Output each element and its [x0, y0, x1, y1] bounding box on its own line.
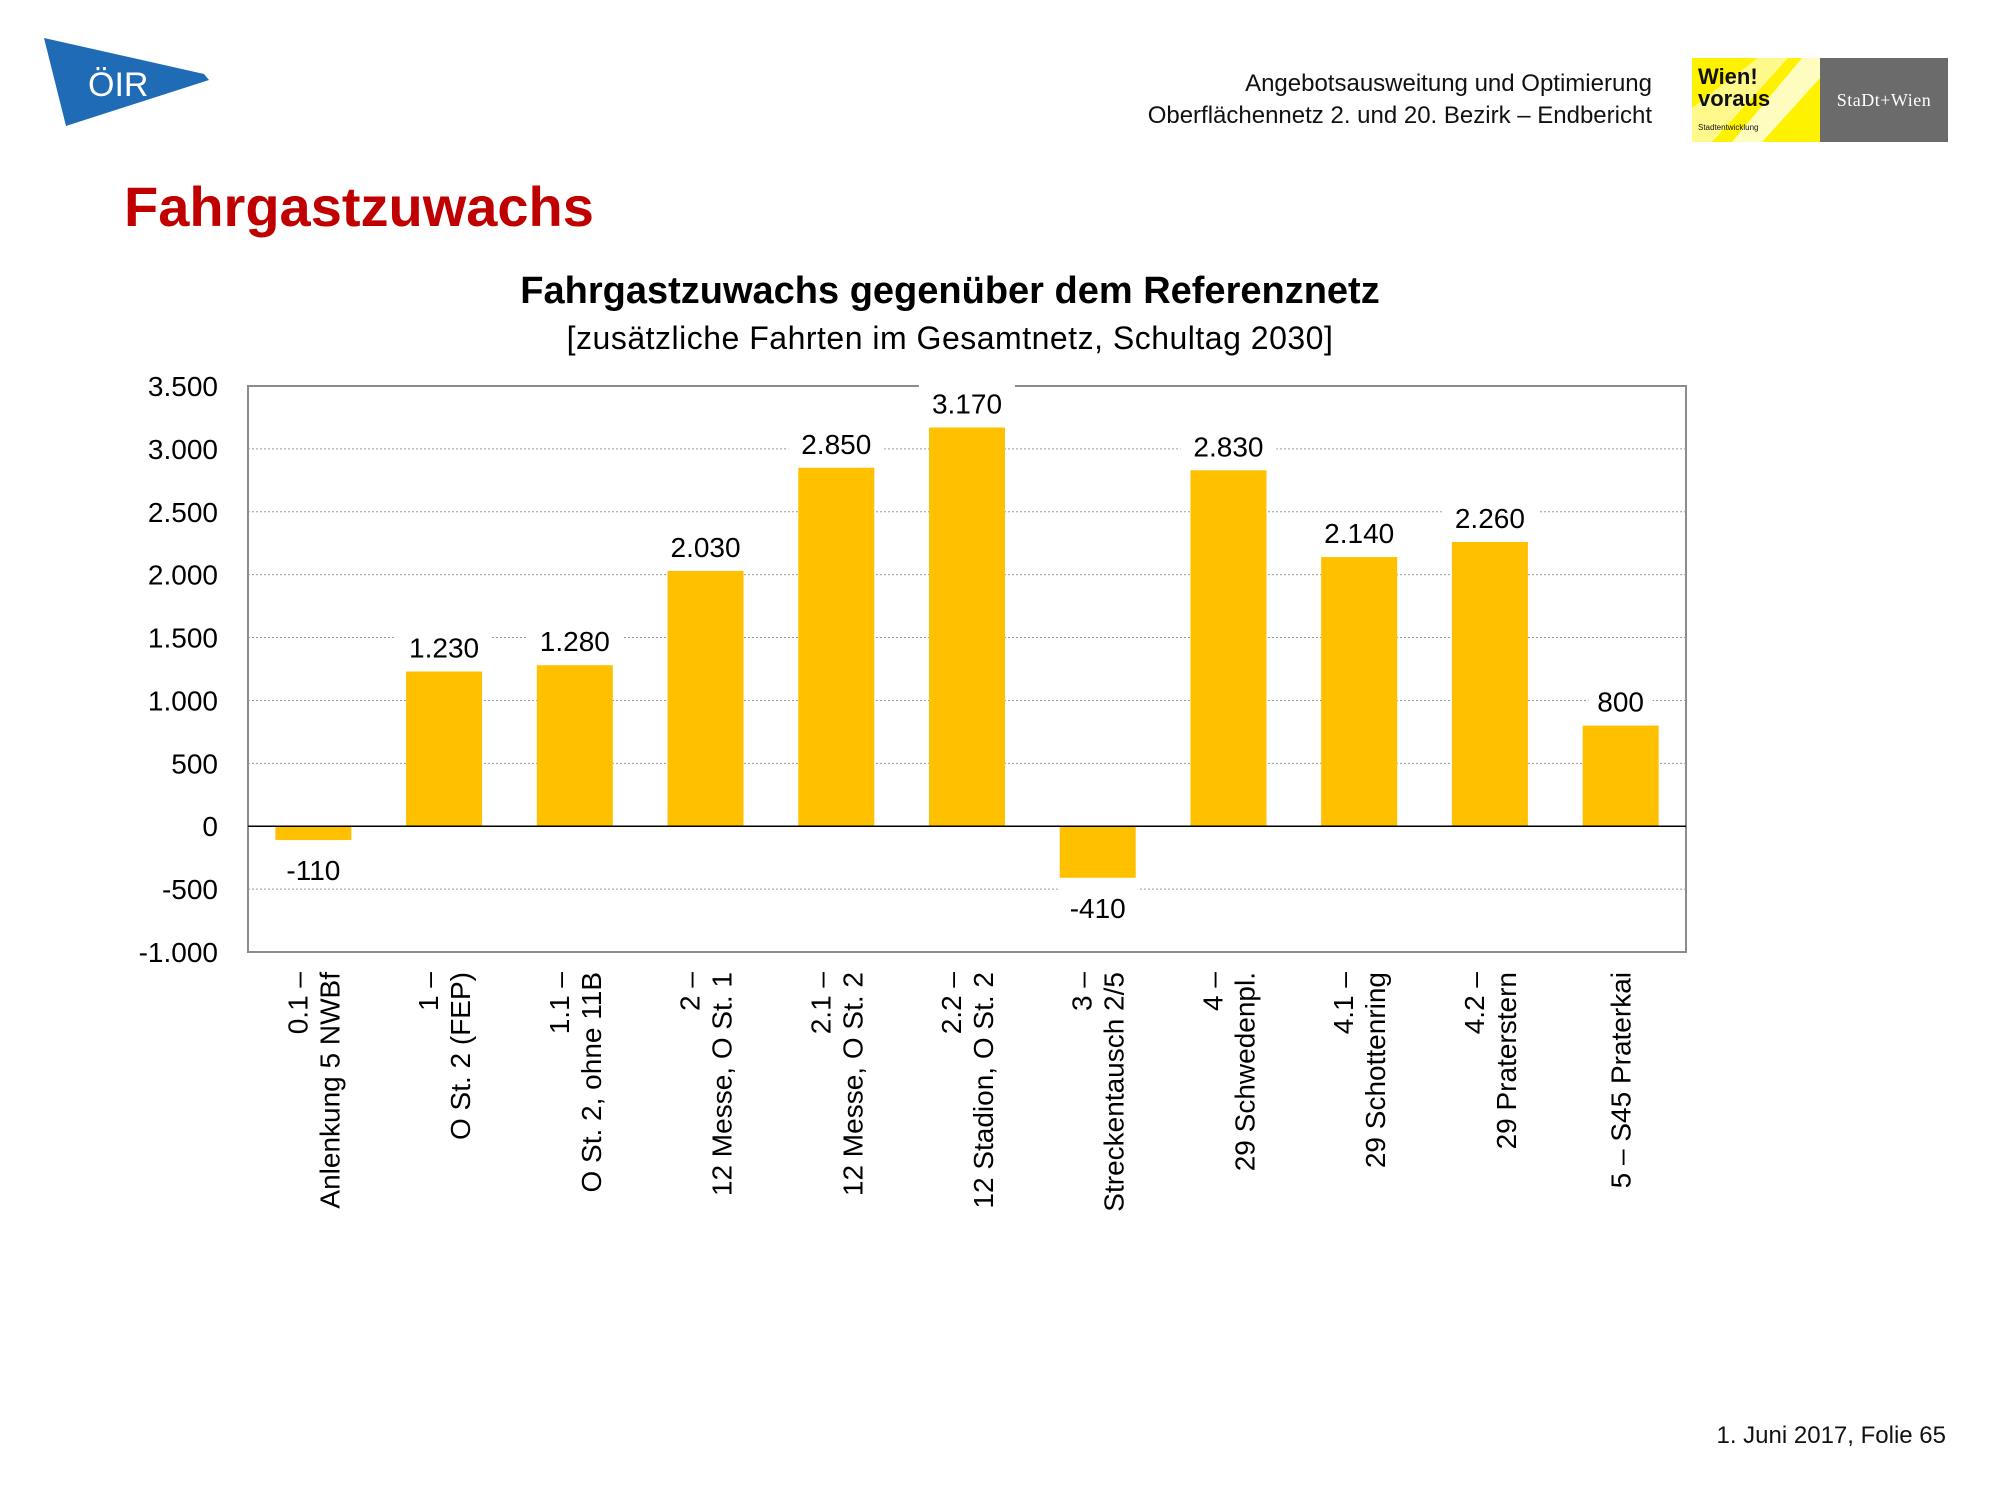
- x-tick-label: 0.1 –: [282, 972, 313, 1035]
- y-tick-label: 0: [202, 811, 218, 842]
- data-label: 2.830: [1193, 431, 1263, 462]
- x-tick-label: 12 Stadion, O St. 2: [968, 972, 999, 1209]
- data-label: 3.170: [932, 389, 1002, 420]
- x-tick-label: 29 Schwedenpl.: [1229, 972, 1260, 1171]
- bar: [536, 665, 613, 827]
- x-tick-label: 4.2 –: [1459, 972, 1490, 1035]
- chart-title: Fahrgastzuwachs gegenüber dem Referenzne…: [520, 270, 1380, 312]
- data-label-bg: [919, 383, 1015, 422]
- y-tick-label: 1.500: [148, 623, 218, 654]
- page-title: Fahrgastzuwachs: [124, 175, 594, 238]
- wien-logo-line1: Wien!: [1698, 64, 1758, 89]
- data-label: -410: [1070, 893, 1126, 924]
- y-tick-label: 500: [171, 748, 218, 779]
- x-tick-label: 1 –: [413, 972, 444, 1011]
- x-tick-label: 4.1 –: [1328, 972, 1359, 1035]
- data-label: -110: [286, 855, 340, 886]
- y-tick-label: 3.000: [148, 434, 218, 465]
- oir-logo-text: ÖIR: [88, 66, 148, 104]
- x-tick-label: Streckentausch 2/5: [1099, 972, 1130, 1212]
- report-header: Angebotsausweitung und Optimierung Oberf…: [952, 68, 1652, 132]
- data-label-bg: [657, 526, 754, 565]
- bar: [1582, 725, 1659, 827]
- x-tick-label: 2 –: [675, 972, 706, 1011]
- data-label: 1.280: [540, 626, 610, 657]
- bar: [1059, 826, 1136, 878]
- x-tick-label: 12 Messe, O St. 1: [707, 972, 738, 1196]
- x-tick-label: 3 –: [1067, 972, 1098, 1011]
- wien-logo-sub: Stadtentwicklung: [1698, 123, 1758, 132]
- bar: [798, 467, 875, 827]
- data-label-bg: [526, 621, 623, 660]
- x-tick-label: 29 Schottenring: [1360, 972, 1391, 1168]
- x-tick-label: 1.1 –: [544, 972, 575, 1035]
- y-tick-label: 3.500: [148, 371, 218, 402]
- bar: [406, 671, 483, 827]
- oir-logo: ÖIR: [44, 38, 209, 126]
- bar: [1190, 470, 1267, 827]
- bar: [667, 570, 744, 827]
- y-tick-label: 2.000: [148, 560, 218, 591]
- data-label: 2.260: [1455, 503, 1525, 534]
- data-label-bg: [273, 850, 354, 889]
- wien-logo-line2: voraus: [1698, 86, 1770, 111]
- x-tick-label: 12 Messe, O St. 2: [837, 972, 868, 1196]
- x-tick-label: 4 –: [1197, 972, 1228, 1011]
- data-label-bg: [1180, 426, 1277, 465]
- y-tick-label: -500: [162, 874, 218, 905]
- data-label-bg: [396, 627, 493, 666]
- x-tick-label: O St. 2 (FEP): [445, 972, 476, 1140]
- data-label: 800: [1597, 687, 1644, 718]
- x-tick-label: 5 – S45 Praterkai: [1606, 972, 1637, 1188]
- data-label: 2.030: [671, 532, 741, 563]
- x-tick-label: 2.1 –: [805, 972, 836, 1035]
- bar-chart: -1.000 -500 0 500 1.000 1.500 2.000 2.500 3.000 3…: [139, 371, 1687, 1212]
- chart-subtitle: [zusätzliche Fahrten im Gesamtnetz, Schu…: [566, 320, 1334, 356]
- bar: [929, 427, 1005, 827]
- y-tick-label: 1.000: [148, 685, 218, 716]
- x-tick-label: O St. 2, ohne 11B: [576, 972, 607, 1193]
- data-label-bg: [1441, 497, 1538, 536]
- data-label-bg: [1057, 887, 1138, 926]
- bar: [1451, 541, 1528, 827]
- y-tick-label: -1.000: [139, 937, 218, 968]
- data-label-bg: [1588, 681, 1653, 720]
- bar: [275, 826, 352, 841]
- header-line-1: Angebotsausweitung und Optimierung: [1245, 70, 1652, 97]
- x-tick-label: 29 Praterstern: [1491, 972, 1522, 1149]
- x-tick-label: Anlenkung 5 NWBf: [314, 972, 345, 1209]
- data-label: 2.850: [801, 429, 871, 460]
- footer-date-slide: 1. Juni 2017, Folie 65: [1716, 1422, 1947, 1449]
- data-label: 1.230: [409, 633, 479, 664]
- data-label: 2.140: [1324, 518, 1394, 549]
- x-tick-label: 2.2 –: [936, 972, 967, 1035]
- stadt-wien-logo: StaDt+Wien: [1820, 58, 1948, 142]
- bar: [1321, 557, 1398, 827]
- wien-voraus-logo: Wien! voraus Stadtentwicklung: [1692, 58, 1820, 142]
- y-tick-label: 2.500: [148, 497, 218, 528]
- data-label-bg: [1311, 513, 1408, 552]
- data-label-bg: [788, 423, 885, 462]
- header-line-2: Oberflächennetz 2. und 20. Bezirk – Endb…: [1147, 102, 1652, 129]
